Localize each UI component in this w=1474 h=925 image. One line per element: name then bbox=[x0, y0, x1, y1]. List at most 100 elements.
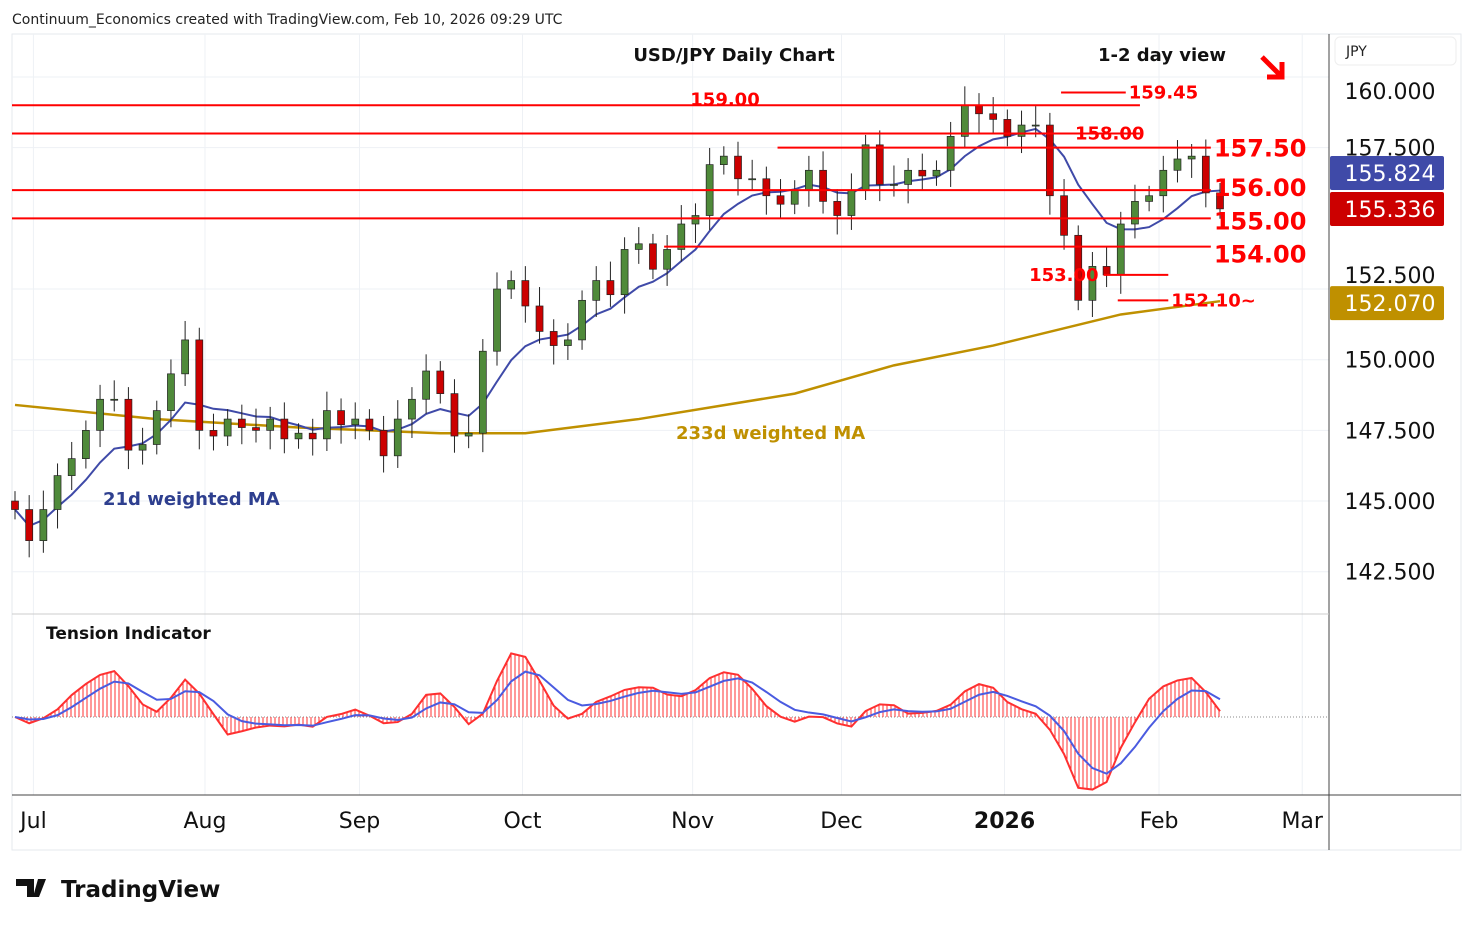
price-badges: 155.824 155.336 152.070 bbox=[1330, 156, 1444, 321]
time-tick: Nov bbox=[671, 809, 714, 834]
candle-body bbox=[719, 155, 728, 165]
candle-body bbox=[578, 299, 586, 341]
candle-body bbox=[946, 136, 955, 171]
currency-box[interactable] bbox=[1334, 36, 1457, 66]
time-tick: Dec bbox=[820, 809, 863, 834]
time-tick: Feb bbox=[1140, 809, 1179, 834]
candle-body bbox=[124, 398, 133, 451]
candle-body bbox=[592, 280, 601, 301]
candle-body bbox=[819, 169, 827, 202]
candle-body bbox=[1116, 223, 1125, 276]
ma233-path bbox=[14, 299, 1221, 435]
candle-body bbox=[25, 509, 34, 541]
candle-body bbox=[152, 410, 161, 445]
candle-body bbox=[1060, 195, 1068, 236]
candle-body bbox=[1131, 201, 1139, 225]
candle-body bbox=[323, 410, 331, 440]
time-axis[interactable]: Jul Aug Sep Oct Nov Dec 2026 Feb Mar bbox=[18, 809, 1324, 834]
price-badge bbox=[1330, 286, 1444, 321]
candle-body bbox=[507, 280, 516, 290]
candle-body bbox=[96, 398, 104, 431]
candle-body bbox=[1102, 266, 1111, 276]
candle-body bbox=[677, 223, 686, 250]
candle-body bbox=[960, 104, 969, 137]
time-tick: Aug bbox=[183, 809, 226, 834]
candle-body bbox=[606, 280, 615, 296]
candle-body bbox=[422, 370, 430, 400]
candles bbox=[11, 86, 1224, 558]
time-tick: Mar bbox=[1281, 809, 1323, 834]
down-arrow-icon bbox=[1260, 55, 1285, 80]
candle-body bbox=[1074, 234, 1083, 301]
time-tick: Jul bbox=[18, 809, 47, 834]
candle-body bbox=[365, 418, 374, 431]
level-label: 152.10~ bbox=[1171, 290, 1256, 311]
candle-body bbox=[493, 288, 501, 352]
price-tick: 147.500 bbox=[1345, 419, 1436, 444]
candle-body bbox=[861, 144, 870, 191]
view-label: 1-2 day view bbox=[1098, 45, 1226, 66]
candle-body bbox=[847, 189, 856, 216]
price-axis[interactable]: 160.000157.500152.500150.000147.500145.0… bbox=[1345, 80, 1436, 586]
candle-body bbox=[393, 418, 402, 457]
candle-body bbox=[805, 169, 813, 191]
candle-body bbox=[1145, 195, 1153, 202]
tension-label: Tension Indicator bbox=[46, 624, 211, 644]
tension-line bbox=[14, 652, 1221, 791]
price-badge-label: 152.070 bbox=[1345, 292, 1436, 317]
candle-body bbox=[209, 430, 218, 437]
price-tick: 150.000 bbox=[1345, 349, 1436, 374]
candle-body bbox=[1173, 158, 1182, 171]
candle-body bbox=[252, 427, 260, 431]
candle-body bbox=[691, 215, 700, 225]
candle-body bbox=[634, 243, 643, 250]
candle-body bbox=[478, 350, 487, 434]
candle-body bbox=[932, 169, 941, 177]
candle-body bbox=[1017, 124, 1026, 137]
candle-body bbox=[833, 201, 842, 216]
candle-body bbox=[436, 370, 445, 394]
candle-body bbox=[564, 339, 572, 346]
level-label: 158.00 bbox=[1075, 124, 1144, 145]
candle-body bbox=[337, 410, 345, 426]
candle-body bbox=[790, 189, 799, 205]
time-tick: Oct bbox=[503, 809, 541, 834]
candle-body bbox=[762, 178, 771, 197]
tradingview-logo[interactable]: TradingView bbox=[61, 877, 220, 903]
candle-body bbox=[39, 509, 48, 541]
candle-body bbox=[280, 418, 289, 440]
time-tick: 2026 bbox=[974, 809, 1035, 834]
candle-body bbox=[308, 432, 317, 440]
candle-body bbox=[549, 331, 558, 346]
candle-body bbox=[1216, 192, 1224, 210]
candle-body bbox=[82, 430, 90, 459]
candle-body bbox=[1187, 155, 1196, 160]
ma233-line bbox=[14, 299, 1221, 435]
candle-body bbox=[167, 373, 175, 411]
candle-body bbox=[11, 500, 19, 510]
price-tick: 160.000 bbox=[1345, 80, 1436, 105]
level-label: 159.45 bbox=[1129, 83, 1198, 104]
price-badge bbox=[1330, 156, 1444, 190]
candle-body bbox=[663, 249, 671, 270]
candle-body bbox=[450, 393, 459, 437]
level-label: 156.00 bbox=[1214, 174, 1307, 202]
candle-body bbox=[535, 305, 544, 332]
price-tick: 142.500 bbox=[1345, 561, 1436, 586]
time-tick: Sep bbox=[339, 809, 380, 834]
candle-body bbox=[110, 398, 119, 401]
candle-body bbox=[53, 475, 62, 510]
candle-body bbox=[918, 169, 927, 177]
credit-text: Continuum_Economics created with Trading… bbox=[12, 12, 563, 28]
candle-body bbox=[620, 249, 629, 296]
candle-body bbox=[195, 339, 204, 431]
tension-indicator bbox=[14, 652, 1221, 791]
candle-body bbox=[1088, 266, 1097, 301]
price-tick: 152.500 bbox=[1345, 264, 1436, 289]
candle-body bbox=[776, 195, 785, 205]
currency-label: JPY bbox=[1345, 44, 1367, 60]
candle-body bbox=[1159, 169, 1168, 197]
ma21-label: 21d weighted MA bbox=[103, 489, 280, 510]
